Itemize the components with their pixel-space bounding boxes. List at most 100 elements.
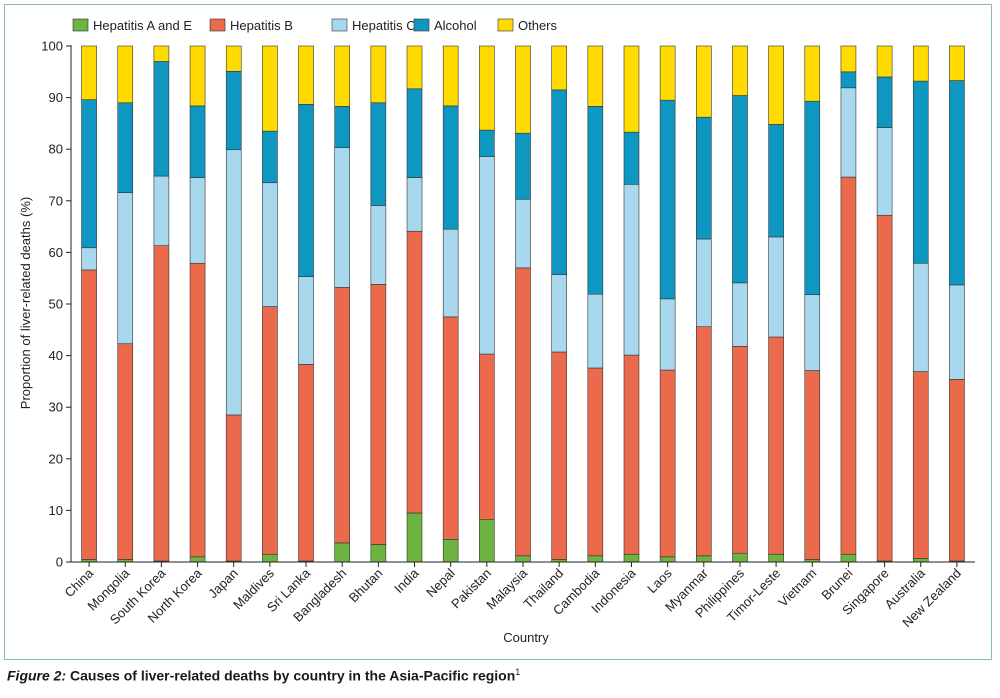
bar-segment-hepatitis-a-and-e bbox=[515, 555, 531, 563]
bar-segment-hepatitis-a-and-e bbox=[479, 519, 495, 563]
bar-segment-hepatitis-c bbox=[587, 293, 604, 369]
legend-swatch bbox=[497, 18, 514, 32]
bar-segment-alcohol bbox=[949, 80, 965, 286]
caption-text: Causes of liver-related deaths by countr… bbox=[66, 667, 516, 684]
bar-segment-hepatitis-c bbox=[442, 228, 459, 318]
bar-segment-others bbox=[298, 45, 314, 105]
bar-segment-alcohol bbox=[81, 99, 97, 249]
bar-segment-others bbox=[479, 45, 495, 131]
legend-label: Hepatitis A and E bbox=[93, 18, 192, 33]
y-tick-label: 90 bbox=[49, 90, 63, 105]
y-tick-label: 30 bbox=[49, 400, 63, 415]
bar-segment-hepatitis-b bbox=[515, 267, 531, 557]
bar-segment-hepatitis-a-and-e bbox=[334, 542, 351, 563]
bar-segment-others bbox=[587, 45, 604, 107]
y-tick-label: 80 bbox=[49, 142, 63, 157]
bar-segment-alcohol bbox=[623, 131, 640, 185]
bar-segment-hepatitis-c bbox=[189, 177, 206, 264]
bar-segment-hepatitis-a-and-e bbox=[189, 556, 206, 563]
bar-segment-hepatitis-b bbox=[876, 214, 893, 562]
y-tick-label: 70 bbox=[49, 193, 63, 208]
bar-segment-alcohol bbox=[442, 105, 459, 230]
bar-group-timor-leste bbox=[768, 45, 784, 563]
bar-segment-alcohol bbox=[804, 100, 821, 296]
legend-item-hepatitis-a-and-e: Hepatitis A and E bbox=[72, 18, 192, 33]
bar-segment-alcohol bbox=[912, 80, 929, 264]
bar-segment-hepatitis-c bbox=[876, 127, 893, 216]
bar-segment-others bbox=[949, 45, 965, 81]
bar-segment-hepatitis-c bbox=[551, 274, 567, 353]
y-tick-label: 10 bbox=[49, 503, 63, 518]
bar-segment-alcohol bbox=[732, 95, 748, 284]
bar-segment-hepatitis-b bbox=[479, 353, 495, 520]
bar-segment-others bbox=[768, 45, 784, 125]
bar-segment-hepatitis-c bbox=[406, 177, 423, 232]
legend-item-alcohol: Alcohol bbox=[413, 18, 477, 33]
bar-segment-hepatitis-c bbox=[479, 156, 495, 355]
bar-segment-others bbox=[189, 45, 206, 107]
bar-group-indonesia bbox=[623, 45, 640, 563]
bar-segment-hepatitis-c bbox=[732, 282, 748, 347]
bar-group-brunei bbox=[840, 45, 857, 563]
bar-group-mongolia bbox=[117, 45, 134, 563]
bar-segment-alcohol bbox=[515, 132, 531, 200]
bar-segment-hepatitis-c bbox=[840, 87, 857, 178]
bar-segment-alcohol bbox=[551, 89, 567, 275]
bar-segment-alcohol bbox=[840, 71, 857, 89]
bar-group-cambodia bbox=[587, 45, 604, 563]
bar-segment-hepatitis-b bbox=[442, 316, 459, 540]
x-tick-label: Bhutan bbox=[346, 566, 386, 606]
chart-legend: Hepatitis A and E Hepatitis B Hepatitis C A… bbox=[72, 18, 558, 33]
bar-segment-hepatitis-b bbox=[768, 336, 784, 555]
caption-reference: 1 bbox=[515, 667, 521, 677]
bar-segment-alcohol bbox=[587, 106, 604, 295]
bar-group-sri-lanka bbox=[298, 45, 314, 563]
y-tick-label: 20 bbox=[49, 451, 63, 466]
bar-segment-hepatitis-a-and-e bbox=[695, 555, 712, 563]
bar-segment-hepatitis-b bbox=[732, 346, 748, 554]
stacked-bar-chart: Hepatitis A and E Hepatitis B Hepatitis C A… bbox=[18, 18, 975, 645]
bar-segment-hepatitis-b bbox=[840, 176, 857, 555]
bar-segment-others bbox=[840, 45, 857, 73]
bar-segment-hepatitis-c bbox=[949, 284, 965, 380]
bar-segment-hepatitis-c bbox=[623, 183, 640, 356]
x-tick-label: India bbox=[391, 565, 422, 596]
bar-segment-hepatitis-a-and-e bbox=[406, 512, 423, 563]
bar-group-vietnam bbox=[804, 45, 821, 563]
legend-swatch bbox=[331, 18, 348, 32]
bar-segment-others bbox=[81, 45, 97, 100]
bar-segment-hepatitis-b bbox=[153, 245, 170, 562]
bar-group-china bbox=[81, 45, 97, 563]
bar-group-north-korea bbox=[189, 45, 206, 563]
bar-segment-others bbox=[370, 45, 387, 104]
bar-segment-others bbox=[334, 45, 351, 107]
bar-group-bhutan bbox=[370, 45, 387, 563]
bar-segment-hepatitis-c bbox=[334, 147, 351, 288]
bar-segment-hepatitis-b bbox=[81, 269, 97, 560]
figure-label: Figure 2: bbox=[7, 667, 67, 684]
bar-segment-hepatitis-b bbox=[406, 230, 423, 514]
bar-group-nepal bbox=[442, 45, 459, 563]
legend-label: Hepatitis B bbox=[230, 18, 293, 33]
bar-segment-hepatitis-b bbox=[659, 369, 676, 558]
bar-segment-hepatitis-c bbox=[81, 247, 97, 271]
bar-group-south-korea bbox=[153, 45, 170, 563]
bar-segment-others bbox=[153, 45, 170, 62]
bar-segment-others bbox=[442, 45, 459, 107]
bar-segment-alcohol bbox=[768, 124, 784, 238]
bar-segment-others bbox=[732, 45, 748, 96]
bar-segment-alcohol bbox=[153, 61, 170, 177]
bars-layer bbox=[81, 45, 965, 563]
bar-segment-alcohol bbox=[262, 130, 278, 184]
bar-segment-hepatitis-a-and-e bbox=[623, 553, 640, 563]
figure-frame bbox=[4, 4, 992, 660]
bar-segment-others bbox=[912, 45, 929, 82]
bar-segment-hepatitis-a-and-e bbox=[840, 553, 857, 563]
bar-segment-hepatitis-b bbox=[804, 370, 821, 560]
bar-segment-alcohol bbox=[406, 88, 423, 178]
bar-segment-hepatitis-c bbox=[262, 182, 278, 307]
bar-segment-hepatitis-a-and-e bbox=[732, 552, 748, 563]
bar-segment-hepatitis-a-and-e bbox=[587, 555, 604, 563]
bar-segment-hepatitis-c bbox=[117, 192, 134, 345]
